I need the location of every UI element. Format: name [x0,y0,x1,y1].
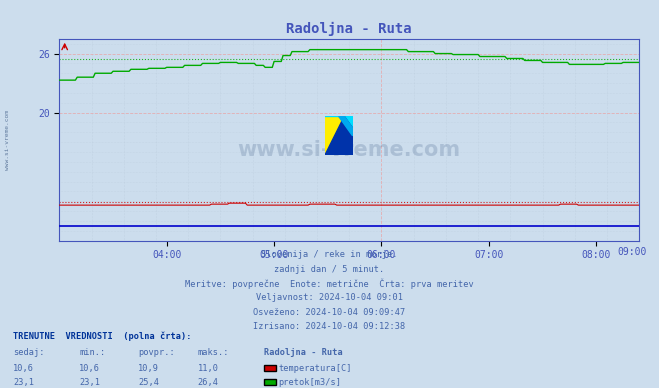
Title: Radoljna - Ruta: Radoljna - Ruta [287,22,412,36]
Text: 10,9: 10,9 [138,364,159,372]
Text: Radoljna - Ruta: Radoljna - Ruta [264,348,342,357]
Text: TRENUTNE  VREDNOSTI  (polna črta):: TRENUTNE VREDNOSTI (polna črta): [13,332,192,341]
Text: Slovenija / reke in morje.: Slovenija / reke in morje. [261,250,398,259]
Text: Meritve: povprečne  Enote: metrične  Črta: prva meritev: Meritve: povprečne Enote: metrične Črta:… [185,279,474,289]
Text: 23,1: 23,1 [13,378,34,386]
Polygon shape [325,116,353,155]
Text: 10,6: 10,6 [79,364,100,372]
Text: sedaj:: sedaj: [13,348,45,357]
Text: maks.:: maks.: [198,348,229,357]
Text: min.:: min.: [79,348,105,357]
Text: Veljavnost: 2024-10-04 09:01: Veljavnost: 2024-10-04 09:01 [256,293,403,302]
Text: pretok[m3/s]: pretok[m3/s] [278,378,341,386]
Text: www.si-vreme.com: www.si-vreme.com [5,110,11,170]
Text: www.si-vreme.com: www.si-vreme.com [238,140,461,160]
Text: temperatura[C]: temperatura[C] [278,364,352,372]
Text: 23,1: 23,1 [79,378,100,386]
Text: Izrisano: 2024-10-04 09:12:38: Izrisano: 2024-10-04 09:12:38 [253,322,406,331]
Polygon shape [339,116,353,136]
Text: 26,4: 26,4 [198,378,219,386]
Polygon shape [325,116,353,128]
Text: povpr.:: povpr.: [138,348,175,357]
Polygon shape [325,116,344,155]
Text: zadnji dan / 5 minut.: zadnji dan / 5 minut. [274,265,385,274]
Text: 09:00: 09:00 [617,247,646,257]
Text: Osveženo: 2024-10-04 09:09:47: Osveženo: 2024-10-04 09:09:47 [253,308,406,317]
Text: 11,0: 11,0 [198,364,219,372]
Text: 25,4: 25,4 [138,378,159,386]
Text: 10,6: 10,6 [13,364,34,372]
